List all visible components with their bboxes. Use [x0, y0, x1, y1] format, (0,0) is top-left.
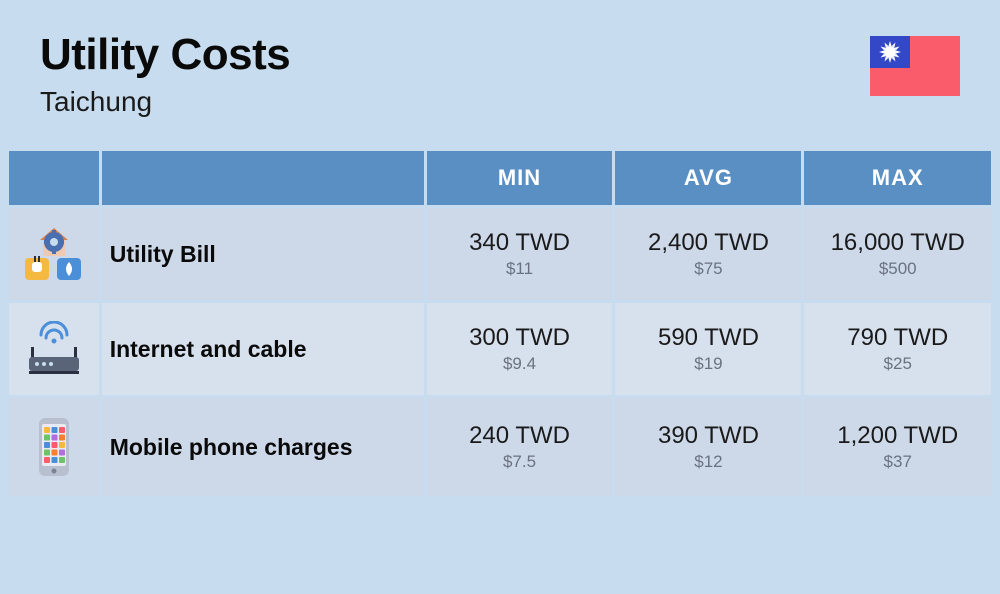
cell-min: 340 TWD $11: [427, 208, 613, 300]
cell-max: 16,000 TWD $500: [804, 208, 991, 300]
value-primary: 16,000 TWD: [814, 229, 981, 257]
table-header-min: MIN: [427, 151, 613, 205]
cell-avg: 390 TWD $12: [615, 398, 801, 496]
value-secondary: $12: [625, 452, 791, 472]
value-primary: 790 TWD: [814, 324, 981, 352]
utility-bill-icon: [19, 226, 89, 282]
row-icon-cell: [9, 303, 99, 395]
value-secondary: $37: [814, 452, 981, 472]
cell-max: 790 TWD $25: [804, 303, 991, 395]
value-primary: 590 TWD: [625, 324, 791, 352]
table-header-avg: AVG: [615, 151, 801, 205]
page-subtitle: Taichung: [40, 86, 290, 118]
cell-max: 1,200 TWD $37: [804, 398, 991, 496]
value-primary: 300 TWD: [437, 324, 603, 352]
cell-avg: 590 TWD $19: [615, 303, 801, 395]
table-header-row: MIN AVG MAX: [9, 151, 991, 205]
cell-avg: 2,400 TWD $75: [615, 208, 801, 300]
table-row: Mobile phone charges 240 TWD $7.5 390 TW…: [9, 398, 991, 496]
cell-min: 300 TWD $9.4: [427, 303, 613, 395]
row-label: Mobile phone charges: [102, 398, 424, 496]
value-primary: 390 TWD: [625, 422, 791, 450]
table-row: Utility Bill 340 TWD $11 2,400 TWD $75 1…: [9, 208, 991, 300]
header: Utility Costs Taichung: [0, 0, 1000, 148]
table-header-max: MAX: [804, 151, 991, 205]
value-secondary: $500: [814, 259, 981, 279]
value-secondary: $19: [625, 354, 791, 374]
row-label: Internet and cable: [102, 303, 424, 395]
router-icon: [19, 321, 89, 377]
value-primary: 1,200 TWD: [814, 422, 981, 450]
row-label: Utility Bill: [102, 208, 424, 300]
taiwan-flag-icon: [870, 36, 960, 96]
row-icon-cell: [9, 398, 99, 496]
mobile-phone-icon: [19, 416, 89, 478]
value-secondary: $25: [814, 354, 981, 374]
page-title: Utility Costs: [40, 30, 290, 80]
value-primary: 340 TWD: [437, 229, 603, 257]
value-secondary: $9.4: [437, 354, 603, 374]
table-row: Internet and cable 300 TWD $9.4 590 TWD …: [9, 303, 991, 395]
cell-min: 240 TWD $7.5: [427, 398, 613, 496]
value-secondary: $75: [625, 259, 791, 279]
table-header-blank: [102, 151, 424, 205]
row-icon-cell: [9, 208, 99, 300]
table-header-blank: [9, 151, 99, 205]
value-primary: 2,400 TWD: [625, 229, 791, 257]
value-secondary: $11: [437, 259, 603, 279]
title-block: Utility Costs Taichung: [40, 30, 290, 118]
costs-table: MIN AVG MAX: [0, 148, 1000, 499]
value-primary: 240 TWD: [437, 422, 603, 450]
value-secondary: $7.5: [437, 452, 603, 472]
